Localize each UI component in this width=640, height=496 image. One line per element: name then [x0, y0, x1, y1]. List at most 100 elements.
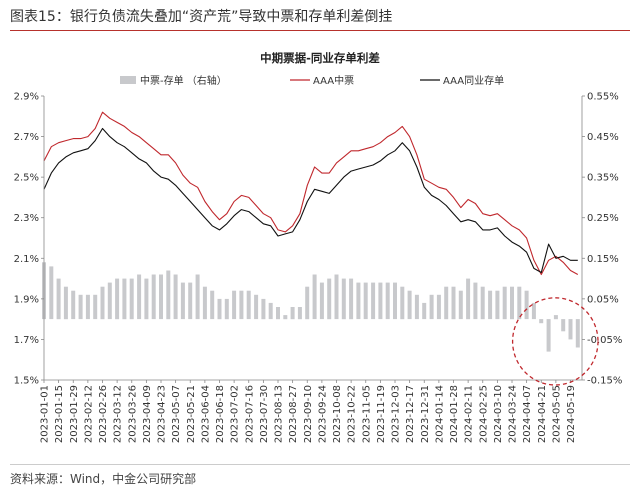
- legend-label-ncd: AAA同业存单: [443, 74, 504, 87]
- legend: 中票-存单 （右轴） AAA中票 AAA同业存单: [120, 74, 504, 87]
- spread-bar: [195, 274, 200, 320]
- right-axis-ticks: -0.15% -0.05% 0.05% 0.15% 0.25% 0.35% 0.45% 0.5…: [582, 92, 622, 387]
- spread-bar: [531, 302, 536, 320]
- source-note: 资料来源：Wind，中金公司研究部: [10, 472, 197, 486]
- spread-bar: [297, 307, 302, 320]
- spread-bar: [429, 294, 434, 320]
- aaa-mtn-line: [43, 111, 579, 276]
- spread-bar: [305, 286, 310, 320]
- x-tick-label: 2023-03-12: [113, 385, 124, 443]
- spread-bar: [546, 319, 551, 352]
- spread-bar: [217, 298, 222, 320]
- left-tick-label: 1.7%: [14, 335, 39, 346]
- x-tick-label: 2023-01-15: [54, 385, 65, 443]
- spread-bar: [480, 286, 485, 320]
- x-tick-label: 2023-08-13: [274, 385, 285, 443]
- spread-bar: [458, 290, 463, 320]
- chart-title: 中期票据-同业存单利差: [260, 51, 380, 65]
- spread-bar: [85, 294, 90, 320]
- x-tick-label: 2023-10-22: [347, 385, 358, 443]
- spread-bar: [407, 290, 412, 320]
- spread-bar: [144, 278, 149, 320]
- spread-bar: [276, 307, 280, 320]
- spread-bar: [224, 298, 229, 320]
- spread-bar: [575, 319, 580, 348]
- highlight-circle: [511, 297, 599, 386]
- spread-bar: [63, 286, 68, 320]
- top-rule: [10, 30, 630, 31]
- x-tick-label: 2024-02-11: [464, 385, 475, 443]
- spread-bar: [473, 282, 478, 320]
- right-tick-label: 0.55%: [587, 92, 619, 103]
- left-tick-label: 1.9%: [14, 294, 39, 305]
- spread-bar: [568, 319, 573, 340]
- axes: [43, 96, 583, 381]
- right-tick-label: 0.35%: [587, 173, 619, 184]
- x-tick-label: 2024-03-24: [508, 385, 519, 443]
- x-tick-label: 2023-12-03: [391, 385, 402, 443]
- x-tick-label: 2023-01-29: [69, 385, 80, 443]
- spread-bar: [356, 282, 361, 320]
- right-tick-label: -0.15%: [587, 376, 622, 387]
- x-tick-label: 2024-02-25: [478, 385, 489, 443]
- left-tick-label: 2.5%: [14, 173, 39, 184]
- spread-bar: [151, 274, 156, 320]
- spread-bar: [166, 270, 171, 320]
- spread-bar: [137, 274, 142, 320]
- spread-bar: [122, 278, 127, 320]
- spread-bar: [239, 290, 244, 320]
- spread-bar: [400, 286, 405, 320]
- spread-bar: [107, 282, 112, 320]
- spread-bar: [539, 319, 544, 324]
- spread-bar: [371, 282, 376, 320]
- spread-bar: [341, 278, 346, 320]
- x-tick-label: 2023-09-24: [317, 385, 328, 443]
- left-tick-label: 2.3%: [14, 213, 39, 224]
- spread-bar: [436, 294, 441, 320]
- x-tick-label: 2023-03-26: [127, 385, 138, 443]
- spread-bar: [451, 286, 456, 320]
- spread-bar: [290, 307, 295, 320]
- left-tick-label: 2.9%: [14, 92, 39, 103]
- x-tick-label: 2023-08-27: [288, 385, 299, 443]
- spread-bar: [378, 282, 383, 320]
- legend-swatch-spread: [120, 76, 136, 84]
- spread-bar: [466, 278, 471, 320]
- spread-bar: [319, 282, 324, 320]
- x-tick-label: 2023-04-23: [157, 385, 168, 443]
- x-tick-label: 2023-06-18: [215, 385, 226, 443]
- spread-bar: [553, 315, 558, 320]
- spread-bar: [202, 286, 207, 320]
- right-tick-label: 0.05%: [587, 294, 619, 305]
- x-tick-label: 2023-05-07: [171, 385, 182, 443]
- legend-label-spread: 中票-存单 （右轴）: [140, 74, 227, 87]
- spread-bar: [268, 302, 273, 320]
- spread-bar: [393, 282, 397, 320]
- spread-bar: [422, 302, 427, 320]
- spread-bar: [283, 315, 288, 320]
- spread-bar: [385, 282, 390, 320]
- figure-label: 图表15：银行负债流失叠加“资产荒”导致中票和存单利差倒挂: [10, 9, 393, 25]
- x-tick-label: 2024-05-05: [551, 385, 562, 443]
- left-tick-label: 2.7%: [14, 132, 39, 143]
- spread-bar: [246, 290, 251, 320]
- spread-bar: [115, 278, 120, 320]
- x-tick-label: 2023-04-09: [142, 385, 153, 443]
- spread-bar: [261, 298, 266, 320]
- spread-bar: [180, 282, 185, 320]
- spread-bar: [327, 278, 332, 320]
- x-axis-ticks: 2023-01-01 2023-01-15 2023-01-29 2023-02-12…: [40, 380, 577, 443]
- x-tick-label: 2024-01-28: [449, 385, 460, 443]
- x-tick-label: 2023-07-16: [244, 385, 255, 443]
- spread-bar: [488, 290, 493, 320]
- spread-bar: [173, 274, 178, 320]
- spread-bar: [414, 294, 419, 320]
- spread-bar: [100, 286, 105, 320]
- aaa-ncd-line: [43, 127, 578, 274]
- x-tick-label: 2024-04-07: [522, 385, 533, 443]
- spread-bar: [254, 294, 259, 320]
- x-tick-label: 2023-06-04: [200, 385, 211, 443]
- rate-lines: [43, 111, 579, 276]
- x-tick-label: 2023-05-21: [186, 385, 197, 443]
- x-tick-label: 2024-03-10: [493, 385, 504, 443]
